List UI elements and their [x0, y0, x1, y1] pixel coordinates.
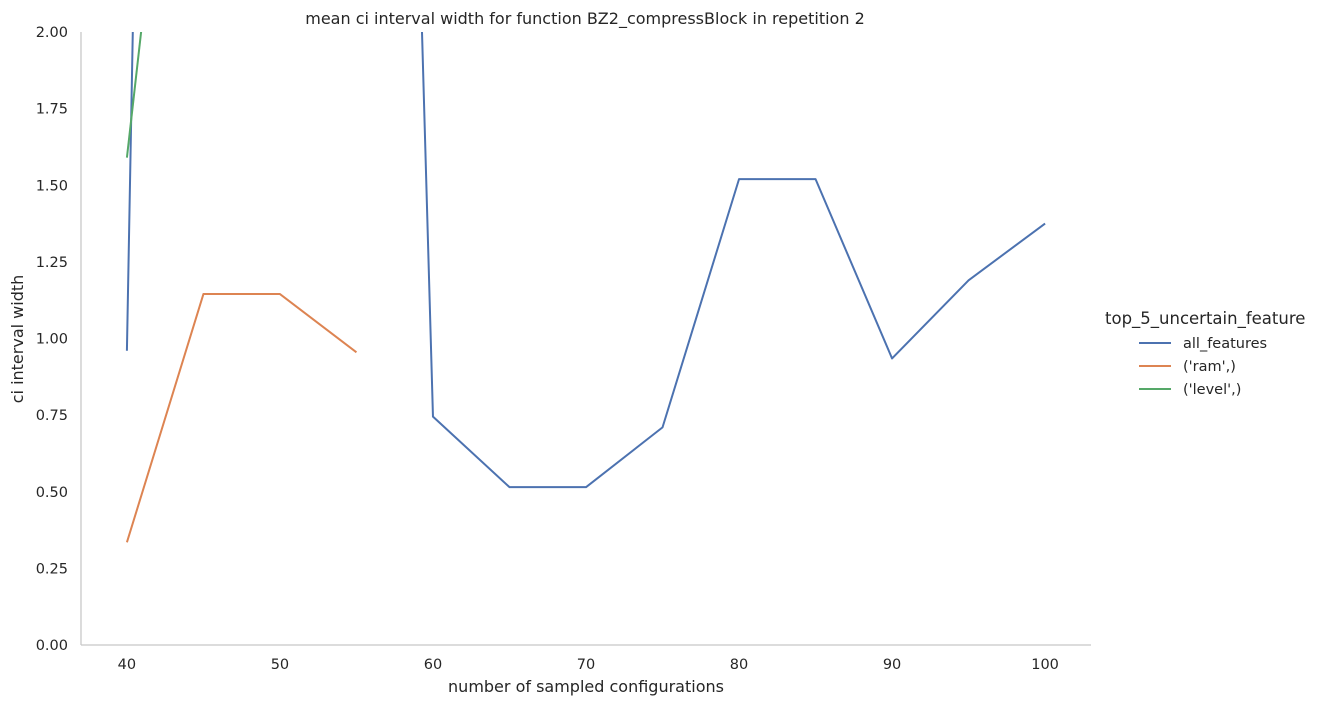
legend-label: ('ram',) — [1183, 359, 1236, 375]
chart-title: mean ci interval width for function BZ2_… — [305, 9, 865, 29]
series-line-0 — [125, 32, 1046, 489]
x-tick-label: 40 — [118, 657, 136, 673]
y-tick-label: 2.00 — [36, 25, 68, 41]
y-tick-label: 0.75 — [36, 408, 68, 424]
x-tick-label: 80 — [730, 657, 748, 673]
y-tick-label: 1.75 — [36, 102, 68, 118]
series-line-2 — [125, 32, 143, 158]
series-group — [125, 32, 1046, 543]
y-tick-label: 0.00 — [36, 638, 68, 654]
x-tick-label: 70 — [577, 657, 595, 673]
legend: top_5_uncertain_feature all_features ('ra… — [1105, 309, 1305, 398]
legend-label: all_features — [1183, 336, 1267, 352]
x-tick-label: 100 — [1031, 657, 1059, 673]
x-tick-label: 90 — [883, 657, 901, 673]
x-tick-label: 50 — [271, 657, 289, 673]
y-tick-label: 1.25 — [36, 255, 68, 271]
legend-label: ('level',) — [1183, 382, 1241, 398]
y-tick-label: 1.00 — [36, 332, 68, 348]
x-axis-label: number of sampled configurations — [448, 677, 724, 696]
x-axis-ticks: 40 50 60 70 80 90 100 — [118, 657, 1059, 673]
legend-items: all_features ('ram',) ('level',) — [1139, 336, 1267, 398]
y-axis-label: ci interval width — [8, 275, 27, 404]
y-tick-label: 1.50 — [36, 178, 68, 194]
x-tick-label: 60 — [424, 657, 442, 673]
y-tick-label: 0.25 — [36, 561, 68, 577]
legend-title: top_5_uncertain_feature — [1105, 309, 1305, 329]
y-axis-ticks: 0.00 0.25 0.50 0.75 1.00 1.25 1.50 1.75 2.00 — [36, 25, 68, 654]
y-tick-label: 0.50 — [36, 485, 68, 501]
series-line-1 — [125, 293, 358, 543]
